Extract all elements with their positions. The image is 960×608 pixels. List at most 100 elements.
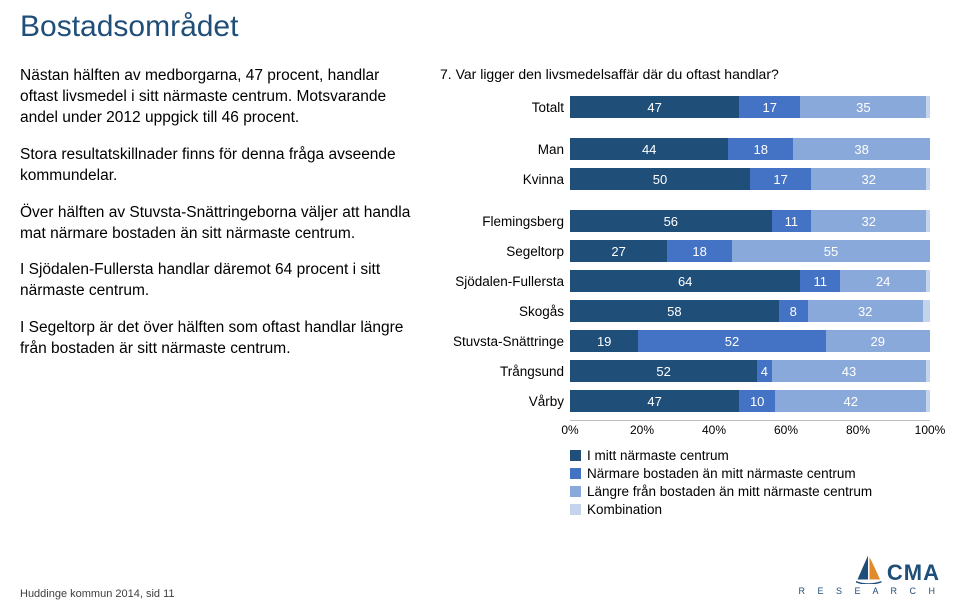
category-label: Skogås bbox=[440, 304, 570, 319]
category-label: Segeltorp bbox=[440, 244, 570, 259]
cma-logo: CMA R E S E A R C H bbox=[798, 554, 940, 596]
axis-tick: 80% bbox=[846, 423, 870, 437]
bar-segment bbox=[926, 270, 930, 292]
sail-icon bbox=[853, 554, 883, 584]
bar-track: 471042 bbox=[570, 390, 930, 412]
bar-track: 641124 bbox=[570, 270, 930, 292]
bar-segment: 47 bbox=[570, 390, 739, 412]
category-label: Man bbox=[440, 142, 570, 157]
bar-segment: 27 bbox=[570, 240, 667, 262]
logo-subtext: R E S E A R C H bbox=[798, 586, 940, 596]
legend-label: Längre från bostaden än mitt närmaste ce… bbox=[587, 484, 872, 499]
bar-track: 471735 bbox=[570, 96, 930, 118]
bar-track: 441838 bbox=[570, 138, 930, 160]
x-axis: 0%20%40%60%80%100% bbox=[570, 420, 930, 438]
stacked-bar-chart: Totalt471735Man441838Kvinna501732Fleming… bbox=[440, 96, 930, 517]
chart-row: Segeltorp271855 bbox=[440, 240, 930, 262]
legend-label: Kombination bbox=[587, 502, 662, 517]
bar-segment: 44 bbox=[570, 138, 728, 160]
bar-segment bbox=[926, 210, 930, 232]
bar-segment: 19 bbox=[570, 330, 638, 352]
chart-title: 7. Var ligger den livsmedelsaffär där du… bbox=[440, 66, 940, 82]
bar-segment: 10 bbox=[739, 390, 775, 412]
bar-segment: 18 bbox=[728, 138, 793, 160]
legend-item: Kombination bbox=[570, 502, 930, 517]
bar-track: 501732 bbox=[570, 168, 930, 190]
chart-row: Trångsund52443 bbox=[440, 360, 930, 382]
category-label: Stuvsta-Snättringe bbox=[440, 334, 570, 349]
bar-segment bbox=[926, 96, 930, 118]
legend-label: I mitt närmaste centrum bbox=[587, 448, 729, 463]
legend-item: Längre från bostaden än mitt närmaste ce… bbox=[570, 484, 930, 499]
bar-track: 52443 bbox=[570, 360, 930, 382]
bar-segment: 32 bbox=[808, 300, 923, 322]
bar-segment: 64 bbox=[570, 270, 800, 292]
bar-segment: 52 bbox=[570, 360, 757, 382]
bar-segment: 32 bbox=[811, 168, 926, 190]
legend-label: Närmare bostaden än mitt närmaste centru… bbox=[587, 466, 856, 481]
bar-segment bbox=[926, 168, 930, 190]
bar-segment: 32 bbox=[811, 210, 926, 232]
bar-segment: 43 bbox=[772, 360, 927, 382]
category-label: Totalt bbox=[440, 100, 570, 115]
bar-segment bbox=[926, 390, 930, 412]
chart-row: Vårby471042 bbox=[440, 390, 930, 412]
bar-track: 561132 bbox=[570, 210, 930, 232]
content-row: Nästan hälften av medborgarna, 47 procen… bbox=[20, 66, 940, 520]
bar-segment: 18 bbox=[667, 240, 732, 262]
bar-segment: 17 bbox=[739, 96, 800, 118]
bar-segment: 47 bbox=[570, 96, 739, 118]
legend-swatch bbox=[570, 468, 581, 479]
body-text-column: Nästan hälften av medborgarna, 47 procen… bbox=[20, 66, 440, 520]
bar-segment: 55 bbox=[732, 240, 930, 262]
bar-segment bbox=[923, 300, 930, 322]
bar-segment: 56 bbox=[570, 210, 772, 232]
footer-text: Huddinge kommun 2014, sid 11 bbox=[20, 588, 175, 600]
category-label: Sjödalen-Fullersta bbox=[440, 274, 570, 289]
bar-segment: 58 bbox=[570, 300, 779, 322]
paragraph: Över hälften av Stuvsta-Snättringeborna … bbox=[20, 203, 420, 245]
chart-row: Sjödalen-Fullersta641124 bbox=[440, 270, 930, 292]
bar-segment: 35 bbox=[800, 96, 926, 118]
bar-segment: 29 bbox=[826, 330, 930, 352]
bar-track: 58832 bbox=[570, 300, 930, 322]
legend-swatch bbox=[570, 504, 581, 515]
category-label: Trångsund bbox=[440, 364, 570, 379]
bar-segment: 11 bbox=[772, 210, 812, 232]
bar-segment: 42 bbox=[775, 390, 926, 412]
category-label: Kvinna bbox=[440, 172, 570, 187]
chart-row: Man441838 bbox=[440, 138, 930, 160]
bar-segment bbox=[926, 360, 930, 382]
bar-segment: 50 bbox=[570, 168, 750, 190]
bar-segment: 17 bbox=[750, 168, 811, 190]
chart-row: Kvinna501732 bbox=[440, 168, 930, 190]
bar-segment: 38 bbox=[793, 138, 930, 160]
chart-column: 7. Var ligger den livsmedelsaffär där du… bbox=[440, 66, 940, 520]
paragraph: I Segeltorp är det över hälften som ofta… bbox=[20, 318, 420, 360]
axis-tick: 40% bbox=[702, 423, 726, 437]
bar-segment: 8 bbox=[779, 300, 808, 322]
paragraph: Stora resultatskillnader finns för denna… bbox=[20, 145, 420, 187]
logo-top-row: CMA bbox=[798, 554, 940, 584]
chart-row: Totalt471735 bbox=[440, 96, 930, 118]
bar-segment: 24 bbox=[840, 270, 926, 292]
paragraph: Nästan hälften av medborgarna, 47 procen… bbox=[20, 66, 420, 129]
bar-track: 271855 bbox=[570, 240, 930, 262]
legend-swatch bbox=[570, 450, 581, 461]
axis-tick: 0% bbox=[561, 423, 578, 437]
category-label: Flemingsberg bbox=[440, 214, 570, 229]
chart-row: Skogås58832 bbox=[440, 300, 930, 322]
axis-tick: 60% bbox=[774, 423, 798, 437]
bar-track: 195229 bbox=[570, 330, 930, 352]
page-title: Bostadsområdet bbox=[20, 10, 940, 44]
axis-tick: 20% bbox=[630, 423, 654, 437]
legend-item: Närmare bostaden än mitt närmaste centru… bbox=[570, 466, 930, 481]
bar-segment: 4 bbox=[757, 360, 771, 382]
category-label: Vårby bbox=[440, 394, 570, 409]
chart-row: Stuvsta-Snättringe195229 bbox=[440, 330, 930, 352]
page-root: Bostadsområdet Nästan hälften av medborg… bbox=[0, 0, 960, 608]
logo-text: CMA bbox=[887, 562, 940, 584]
bar-segment: 52 bbox=[638, 330, 825, 352]
bar-segment: 11 bbox=[800, 270, 840, 292]
legend-item: I mitt närmaste centrum bbox=[570, 448, 930, 463]
